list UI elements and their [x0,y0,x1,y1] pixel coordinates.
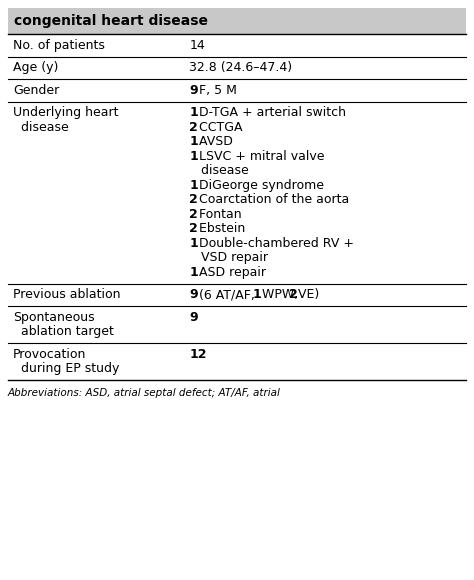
Text: 1: 1 [189,135,198,148]
Text: F, 5 M: F, 5 M [195,84,237,97]
Text: Provocation: Provocation [13,348,86,361]
Text: 1: 1 [189,179,198,192]
Text: 32.8 (24.6–47.4): 32.8 (24.6–47.4) [189,61,292,74]
Text: 2: 2 [189,222,198,235]
Text: 9: 9 [189,288,198,301]
Text: 2: 2 [189,121,198,134]
Text: 9: 9 [189,84,198,97]
Text: Age (y): Age (y) [13,61,58,74]
Text: 14: 14 [189,39,205,52]
Text: D-TGA + arterial switch: D-TGA + arterial switch [195,106,346,119]
Text: Abbreviations: ASD, atrial septal defect; AT/AF, atrial: Abbreviations: ASD, atrial septal defect… [8,388,281,398]
Text: during EP study: during EP study [13,362,119,375]
Text: (6 AT/AF,: (6 AT/AF, [195,288,259,301]
Text: Underlying heart: Underlying heart [13,106,118,119]
Text: VSD repair: VSD repair [189,251,268,264]
Text: Previous ablation: Previous ablation [13,288,120,301]
Text: 2: 2 [289,288,298,301]
Text: Ebstein: Ebstein [195,222,245,235]
Text: disease: disease [13,121,69,134]
Text: 1: 1 [189,237,198,250]
Text: No. of patients: No. of patients [13,39,105,52]
Text: DiGeorge syndrome: DiGeorge syndrome [195,179,324,192]
Text: 2: 2 [189,208,198,221]
Text: 1: 1 [189,266,198,279]
Text: 2: 2 [189,193,198,206]
Text: Spontaneous: Spontaneous [13,311,95,324]
Text: ablation target: ablation target [13,325,114,338]
Text: 9: 9 [189,311,198,324]
Text: 12: 12 [189,348,207,361]
Text: Coarctation of the aorta: Coarctation of the aorta [195,193,349,206]
Text: 1: 1 [189,106,198,119]
Text: 1: 1 [252,288,261,301]
Text: CCTGA: CCTGA [195,121,242,134]
Text: 1: 1 [189,150,198,163]
Text: ASD repair: ASD repair [195,266,266,279]
Text: Fontan: Fontan [195,208,241,221]
Text: Double-chambered RV +: Double-chambered RV + [195,237,354,250]
Text: LSVC + mitral valve: LSVC + mitral valve [195,150,324,163]
Text: disease: disease [189,164,249,177]
Bar [8,8,466,34]
Text: AVSD: AVSD [195,135,233,148]
Text: WPW,: WPW, [257,288,302,301]
Text: Gender: Gender [13,84,59,97]
Text: VE): VE) [294,288,319,301]
Text: congenital heart disease: congenital heart disease [14,14,208,28]
